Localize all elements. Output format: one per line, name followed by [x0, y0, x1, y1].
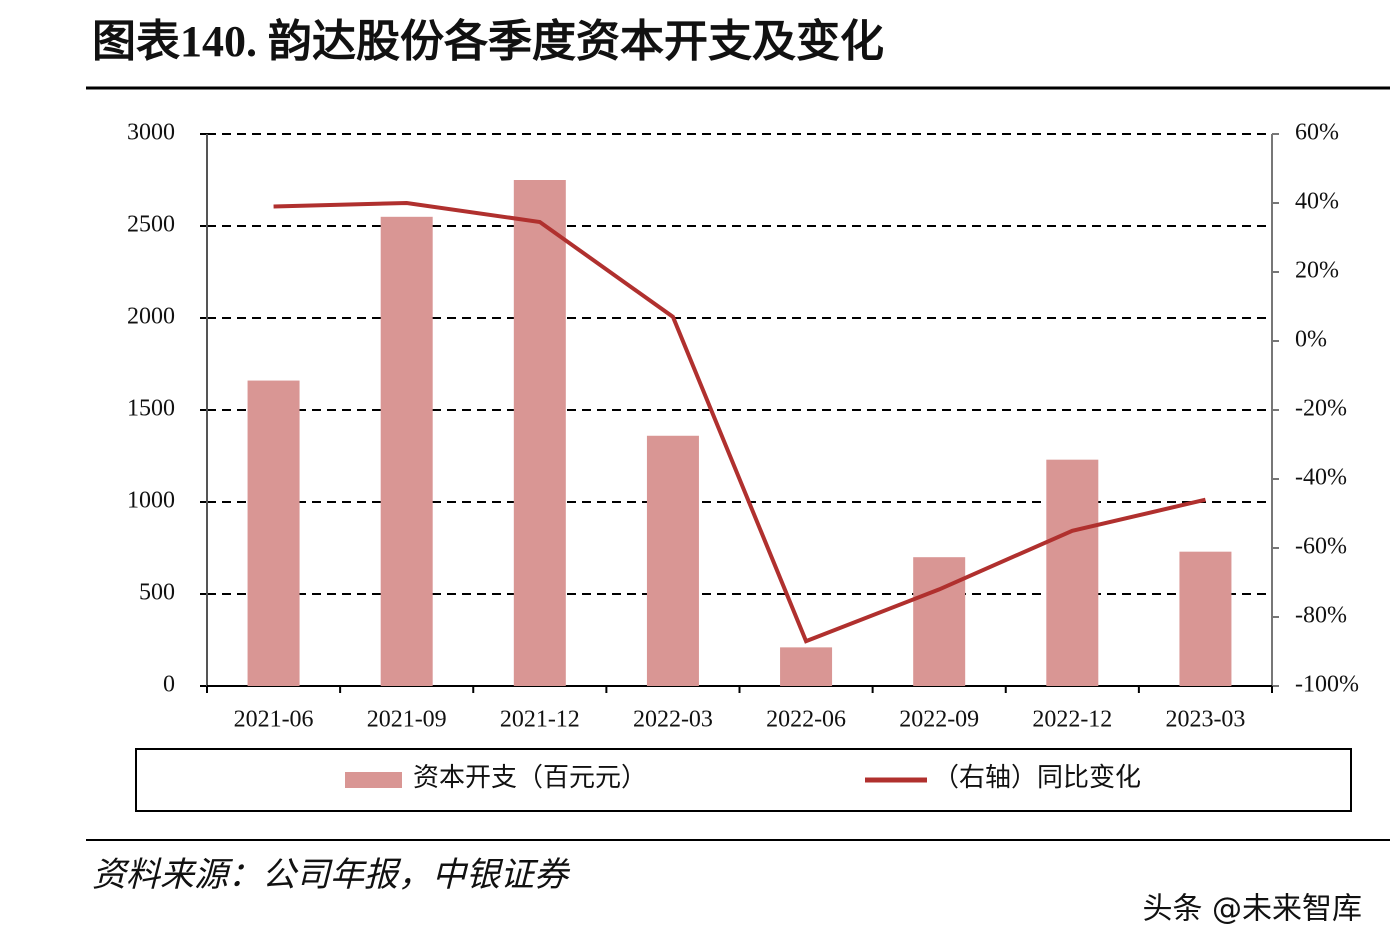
y-tick-label: 500	[139, 580, 175, 606]
y-tick-label: 1500	[127, 396, 175, 422]
bar	[247, 380, 300, 686]
bar	[380, 216, 433, 687]
y2-tick-label: -60%	[1295, 534, 1347, 560]
legend-label: 资本开支（百元元）	[413, 763, 647, 792]
x-tick-label: 2021-06	[234, 707, 314, 733]
line	[273, 200, 1206, 644]
bar	[646, 435, 699, 686]
y2-tick-label: -80%	[1295, 603, 1347, 629]
source: 资料来源：公司年报，中银证券	[92, 857, 571, 894]
x-tick-label: 2022-12	[1032, 707, 1112, 733]
x-tick-label: 2022-09	[899, 707, 979, 733]
x-tick-label: 2021-09	[367, 707, 447, 733]
legend-box	[135, 748, 1352, 812]
legend-swatch	[345, 772, 402, 788]
y2-tick-label: 20%	[1295, 258, 1339, 284]
y2-tick-label: 0%	[1295, 327, 1327, 353]
y2-tick-label: 40%	[1295, 189, 1339, 215]
chart-title: 图表140. 韵达股份各季度资本开支及变化	[92, 17, 884, 66]
y-tick-label: 2000	[127, 304, 175, 330]
bar	[1179, 551, 1232, 686]
x-tick-label: 2023-03	[1165, 707, 1245, 733]
y-tick-label: 0	[163, 672, 175, 698]
bar	[913, 557, 966, 686]
y2-tick-label: -40%	[1295, 465, 1347, 491]
y-tick-label: 3000	[127, 120, 175, 146]
bar	[513, 180, 566, 686]
bar	[780, 647, 833, 686]
y2-tick-label: -20%	[1295, 396, 1347, 422]
x-tick-label: 2022-06	[766, 707, 846, 733]
legend-label: （右轴）同比变化	[933, 763, 1141, 792]
y-tick-label: 1000	[127, 488, 175, 514]
y2-tick-label: -100%	[1295, 672, 1359, 698]
watermark: 头条 @未来智库	[1142, 892, 1362, 927]
x-tick-label: 2022-03	[633, 707, 713, 733]
y2-tick-label: 60%	[1295, 120, 1339, 146]
bar	[1046, 459, 1099, 686]
y-tick-label: 2500	[127, 212, 175, 238]
x-tick-label: 2021-12	[500, 707, 580, 733]
